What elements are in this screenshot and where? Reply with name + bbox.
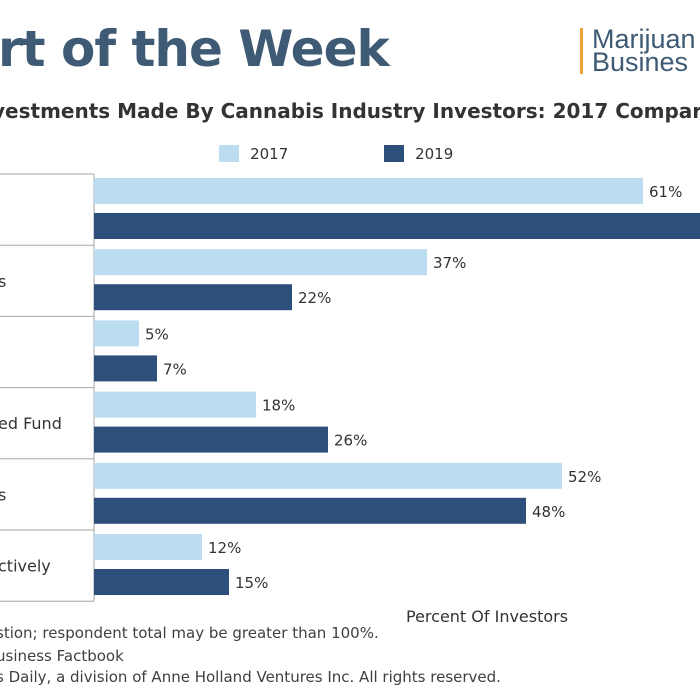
- bar-2019-2: [94, 355, 157, 382]
- data-label-2017-1: 37%: [433, 254, 466, 272]
- footnote-2: usiness Factbook: [0, 647, 124, 665]
- x-axis-label: Percent Of Investors: [406, 607, 569, 626]
- legend-label-2017: 2017: [250, 144, 289, 163]
- bar-2017-2: [94, 320, 139, 347]
- bar-2017-4: [94, 462, 562, 489]
- brand-line-1: Marijuan: [592, 24, 696, 54]
- category-label: s: [0, 272, 6, 291]
- data-label-2019-5: 15%: [235, 574, 268, 592]
- brand-line-2: Busines: [592, 47, 689, 77]
- data-label-2017-0: 61%: [649, 183, 682, 201]
- legend-label-2019: 2019: [415, 144, 454, 163]
- bar-2019-5: [94, 569, 229, 595]
- footnote-3: s Daily, a division of Anne Holland Vent…: [0, 668, 501, 686]
- category-label: ctively: [0, 557, 51, 576]
- banner-title: rt of the Week: [0, 20, 390, 78]
- brand-logo: Marijuan Busines: [580, 24, 696, 77]
- data-label-2017-4: 52%: [568, 468, 601, 486]
- bar-2019-0: [94, 213, 700, 239]
- data-label-2019-4: 48%: [532, 503, 565, 521]
- data-label-2019-2: 7%: [163, 360, 187, 378]
- bar-2017-3: [94, 391, 256, 418]
- data-label-2017-3: 18%: [262, 397, 295, 415]
- chart-title: vestments Made By Cannabis Industry Inve…: [0, 99, 700, 123]
- bar-2019-4: [94, 497, 526, 524]
- bar-2017-5: [94, 534, 202, 560]
- data-label-2017-2: 5%: [145, 325, 169, 343]
- bar-2017-1: [94, 249, 427, 276]
- legend-item-2019: 2019: [384, 143, 453, 163]
- bar-2019-3: [94, 426, 328, 453]
- category-label: s: [0, 485, 6, 504]
- bar-2017-0: [94, 178, 643, 204]
- legend-swatch-2017: [219, 145, 239, 162]
- legend-item-2017: 2017: [219, 143, 288, 163]
- data-label-2017-5: 12%: [208, 539, 241, 557]
- category-label: ed Fund: [0, 414, 62, 433]
- data-label-2019-3: 26%: [334, 432, 367, 450]
- footnote-1: stion; respondent total may be greater t…: [0, 624, 379, 642]
- data-label-2019-1: 22%: [298, 289, 331, 307]
- legend-swatch-2019: [384, 145, 404, 162]
- bar-2019-1: [94, 284, 292, 311]
